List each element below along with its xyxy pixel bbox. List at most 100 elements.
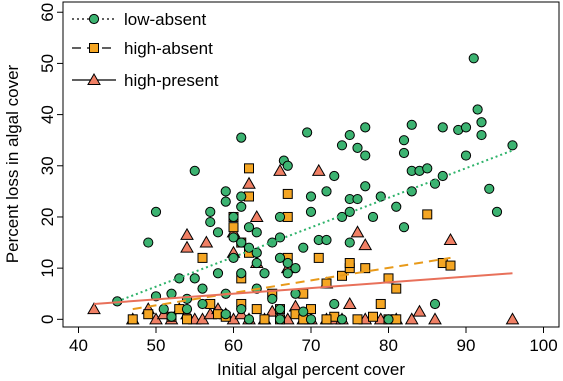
low-absent-point xyxy=(398,222,410,233)
low-absent-point xyxy=(305,314,317,325)
high-absent-point xyxy=(321,278,332,289)
low-absent-point xyxy=(274,303,286,315)
y-tick-label: 20 xyxy=(38,207,57,226)
high-present-point xyxy=(311,163,326,176)
x-tick-label: 50 xyxy=(147,336,166,355)
low-absent-point xyxy=(398,135,410,146)
low-absent-point xyxy=(472,104,483,115)
high-absent-point xyxy=(313,252,324,263)
low-absent-point xyxy=(259,268,270,279)
low-absent-point xyxy=(398,147,410,159)
legend-marker-low-absent xyxy=(88,13,100,25)
legend-label-high-present: high-present xyxy=(124,71,219,90)
low-absent-point xyxy=(422,163,433,174)
low-absent-point xyxy=(243,242,255,253)
x-axis-label: Initial algal percent cover xyxy=(217,360,405,379)
low-absent-point xyxy=(251,227,262,238)
low-absent-point xyxy=(305,191,317,202)
low-absent-point xyxy=(228,211,239,223)
high-present-point xyxy=(199,235,214,248)
high-present-point xyxy=(404,312,419,325)
data-points xyxy=(87,53,520,325)
y-tick-label: 30 xyxy=(38,156,57,175)
low-absent-point xyxy=(189,273,200,284)
low-absent-point xyxy=(274,252,286,264)
high-present-point xyxy=(428,312,442,325)
legend-label-high-absent: high-absent xyxy=(124,39,213,58)
high-absent-point xyxy=(143,309,154,320)
high-present-point xyxy=(273,163,287,176)
low-absent-point xyxy=(236,268,247,279)
low-absent-point xyxy=(236,191,247,202)
high-absent-point xyxy=(251,304,262,315)
low-absent-point xyxy=(336,140,348,151)
high-absent-point xyxy=(344,258,355,269)
high-present-point xyxy=(180,227,194,240)
low-absent-point xyxy=(236,201,247,212)
low-absent-point xyxy=(383,314,394,325)
low-absent-point xyxy=(391,201,402,212)
low-absent-point xyxy=(274,314,286,325)
y-axis: 0 10 20 30 40 50 60 xyxy=(38,3,63,324)
x-axis: 40 50 60 70 80 90 100 xyxy=(69,327,558,355)
low-absent-point xyxy=(491,206,503,217)
x-tick-label: 80 xyxy=(379,336,398,355)
low-absent-point xyxy=(212,268,224,279)
low-absent-point xyxy=(360,181,371,192)
low-absent-point xyxy=(267,293,278,304)
legend-label-low-absent: low-absent xyxy=(124,10,206,29)
low-absent-point xyxy=(367,211,379,223)
high-present-point xyxy=(242,176,256,189)
high-present-point xyxy=(249,209,264,222)
low-absent-point xyxy=(282,268,293,279)
low-absent-point xyxy=(205,206,216,217)
low-absent-point xyxy=(150,206,162,217)
low-absent-point xyxy=(274,211,286,223)
low-absent-point xyxy=(181,303,193,315)
low-absent-point xyxy=(228,252,239,264)
low-absent-point xyxy=(251,247,262,258)
low-absent-point xyxy=(243,314,255,325)
high-absent-point xyxy=(259,314,270,325)
low-absent-point xyxy=(460,150,472,161)
trend-lines xyxy=(93,149,513,311)
low-absent-point xyxy=(197,298,208,310)
low-absent-point xyxy=(484,183,495,194)
high-present-point xyxy=(342,296,357,309)
high-present-point xyxy=(412,304,427,317)
low-absent-point xyxy=(181,293,193,304)
low-absent-point xyxy=(236,303,247,315)
low-absent-point xyxy=(360,150,371,161)
low-absent-point xyxy=(305,206,317,217)
high-absent-trend-line xyxy=(132,256,451,311)
low-absent-point xyxy=(329,298,340,310)
low-absent-point xyxy=(336,314,348,325)
legend-marker-high-present xyxy=(87,72,101,85)
low-absent-point xyxy=(437,122,448,133)
low-absent-point xyxy=(282,257,293,269)
low-absent-point xyxy=(220,186,231,197)
low-absent-point xyxy=(344,206,355,217)
low-absent-point xyxy=(476,117,487,128)
high-absent-point xyxy=(360,263,371,274)
high-present-point xyxy=(358,238,373,251)
low-absent-point xyxy=(197,283,208,294)
low-absent-point xyxy=(329,170,340,182)
low-absent-point xyxy=(429,298,441,310)
high-absent-point xyxy=(228,222,239,233)
y-tick-label: 60 xyxy=(38,3,57,22)
high-absent-point xyxy=(244,163,254,174)
low-absent-point xyxy=(282,160,293,171)
high-absent-point xyxy=(182,314,192,325)
low-absent-point xyxy=(143,237,154,248)
low-absent-point xyxy=(158,303,169,315)
high-present-point xyxy=(350,225,365,238)
high-absent-point xyxy=(445,260,456,271)
low-absent-point xyxy=(352,142,363,153)
low-absent-point xyxy=(344,129,355,141)
high-absent-point xyxy=(391,283,402,294)
high-present-point xyxy=(180,240,194,253)
high-absent-point xyxy=(368,311,378,322)
x-tick-label: 100 xyxy=(529,336,557,355)
low-absent-point xyxy=(321,234,332,246)
